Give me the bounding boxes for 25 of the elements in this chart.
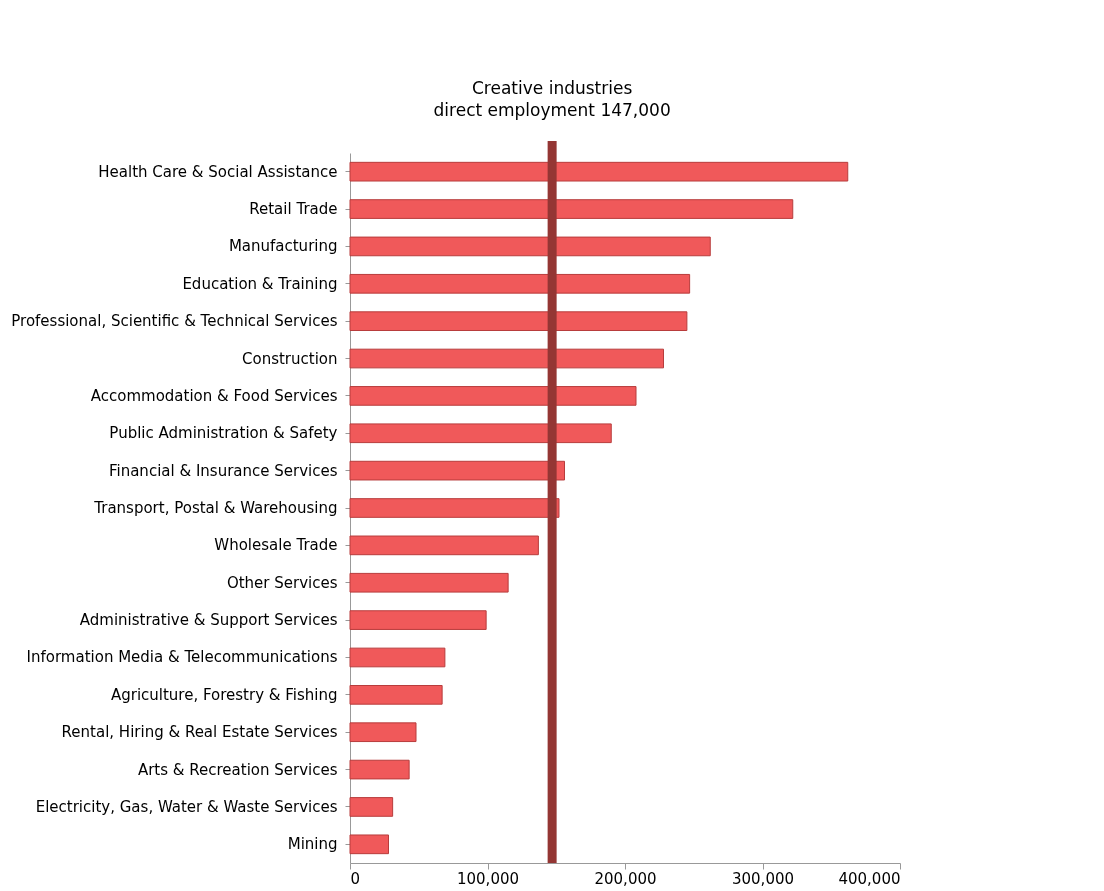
y-tick-label: Health Care & Social Assistance — [98, 162, 338, 181]
y-tick-label: Administrative & Support Services — [79, 611, 338, 630]
x-tick-label: 100,000 — [456, 869, 520, 888]
y-tick-label: Electricity, Gas, Water & Waste Services — [35, 797, 338, 816]
x-tick-label: 200,000 — [594, 869, 657, 888]
y-tick-label: Rental, Hiring & Real Estate Services — [61, 723, 338, 742]
y-tick-label: Construction — [241, 349, 338, 368]
x-tick-label: 400,000 — [838, 869, 901, 888]
y-tick-label: Other Services — [226, 573, 338, 592]
y-tick-label: Transport, Postal & Warehousing — [93, 499, 338, 517]
y-tick-label: Accommodation & Food Services — [90, 386, 338, 405]
y-tick-label: Retail Trade — [249, 200, 338, 219]
y-tick-label: Information Media & Telecommunications — [26, 648, 338, 667]
y-tick-label: Financial & Insurance Services — [108, 461, 338, 480]
x-tick-label: 0 — [350, 869, 361, 888]
y-tick-label: Wholesale Trade — [214, 536, 338, 555]
y-tick-label: Mining — [287, 835, 338, 854]
x-tick-label: 300,000 — [731, 869, 795, 888]
ref-line-label: Creative industries direct employment 147,000 — [433, 78, 671, 120]
y-tick-label: Education & Training — [182, 274, 338, 293]
y-tick-label: Manufacturing — [228, 237, 338, 256]
y-tick-label: Professional, Scientific & Technical Services — [11, 312, 338, 331]
y-tick-label: Public Administration & Safety — [109, 424, 338, 443]
y-tick-label: Agriculture, Forestry & Fishing — [110, 685, 338, 704]
y-tick-label: Arts & Recreation Services — [137, 760, 338, 779]
